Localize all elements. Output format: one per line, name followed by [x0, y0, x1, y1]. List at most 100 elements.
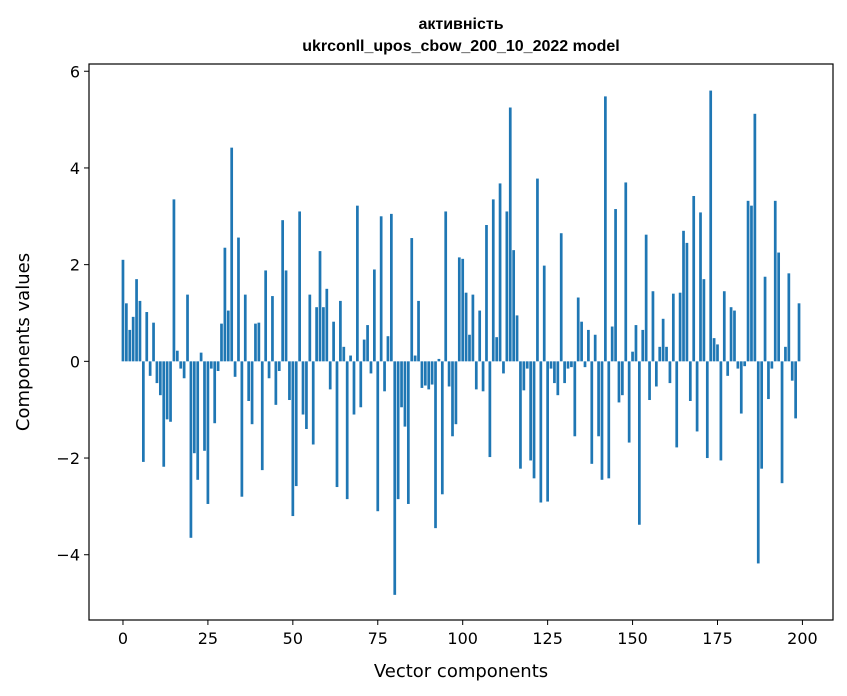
x-tick-label: 125	[532, 629, 563, 648]
bar	[665, 346, 668, 362]
bar	[359, 361, 363, 408]
bar	[719, 361, 723, 461]
bar	[305, 361, 308, 430]
bar	[461, 258, 465, 362]
bar	[223, 247, 227, 362]
bar	[311, 361, 315, 445]
y-tick-label: 0	[70, 352, 80, 371]
bar	[570, 361, 573, 368]
x-tick-label: 200	[787, 629, 818, 648]
bar	[162, 361, 166, 467]
bar	[220, 323, 223, 362]
bar	[753, 113, 757, 362]
bar	[152, 322, 155, 362]
bar	[383, 361, 386, 392]
bar	[621, 361, 624, 396]
bar	[634, 325, 638, 362]
bar	[410, 238, 414, 362]
x-axis-label: Vector components	[374, 661, 548, 682]
bar	[637, 361, 641, 525]
y-tick-label: −2	[56, 449, 80, 468]
bar	[254, 323, 257, 362]
bar	[451, 361, 454, 437]
bar	[502, 361, 505, 374]
bar	[175, 350, 179, 362]
bar	[699, 212, 702, 362]
bar	[780, 361, 784, 484]
chart-title: активність	[418, 16, 503, 33]
bar	[182, 361, 186, 379]
bar	[739, 361, 743, 414]
bar	[257, 322, 261, 362]
bar	[294, 361, 298, 487]
bar	[230, 147, 234, 362]
bar	[209, 361, 213, 369]
bar	[702, 279, 706, 362]
bar	[332, 321, 335, 362]
bar	[773, 200, 777, 362]
bar	[250, 361, 254, 425]
bar	[318, 251, 322, 362]
x-tick-label: 25	[198, 629, 218, 648]
bar	[610, 326, 614, 362]
bar	[658, 346, 662, 362]
bar	[315, 307, 318, 362]
bar	[763, 276, 767, 362]
bar	[373, 269, 376, 362]
bar	[478, 310, 482, 362]
bar	[417, 300, 420, 362]
bar	[559, 233, 563, 362]
bar	[454, 361, 458, 425]
bar	[420, 361, 424, 388]
bar	[427, 361, 431, 390]
bar	[464, 292, 468, 362]
bar	[671, 293, 675, 362]
bar	[566, 361, 570, 369]
bar	[709, 90, 713, 362]
bar	[600, 361, 604, 480]
bar	[379, 216, 383, 362]
bar	[654, 361, 658, 387]
bar	[733, 310, 736, 362]
bar	[141, 361, 145, 462]
bar	[264, 270, 268, 362]
bar-series	[121, 90, 801, 595]
bar	[186, 294, 189, 362]
bar	[797, 303, 801, 362]
bar	[604, 96, 607, 362]
bar	[539, 361, 543, 503]
bar	[237, 237, 240, 362]
bar	[434, 361, 437, 529]
x-tick-label: 100	[447, 629, 478, 648]
bar	[474, 361, 478, 390]
bar	[784, 346, 787, 362]
bar	[597, 361, 600, 437]
x-tick-label: 175	[702, 629, 733, 648]
bar	[444, 211, 448, 362]
x-axis-ticks: 0 25 50 75 100 125 150 175 200	[118, 620, 818, 648]
bar	[203, 361, 206, 451]
bar	[770, 361, 774, 369]
bar	[349, 355, 352, 362]
bar	[729, 307, 733, 362]
bar	[128, 329, 132, 362]
bar	[233, 361, 237, 377]
bar	[587, 329, 590, 362]
bar	[760, 361, 764, 469]
bar	[165, 361, 169, 420]
bar	[682, 230, 685, 362]
bar	[403, 361, 407, 427]
bar	[121, 259, 125, 362]
bar	[386, 336, 390, 362]
y-axis-ticks: −4 −2 0 2 4 6	[56, 62, 89, 565]
bar	[590, 361, 594, 464]
bar	[583, 361, 587, 368]
bar	[767, 361, 770, 400]
bar	[668, 361, 672, 384]
bar	[413, 355, 417, 362]
bar	[325, 288, 329, 362]
bar	[705, 361, 709, 459]
bar	[243, 294, 247, 362]
bar	[298, 211, 301, 362]
bar	[468, 334, 471, 362]
